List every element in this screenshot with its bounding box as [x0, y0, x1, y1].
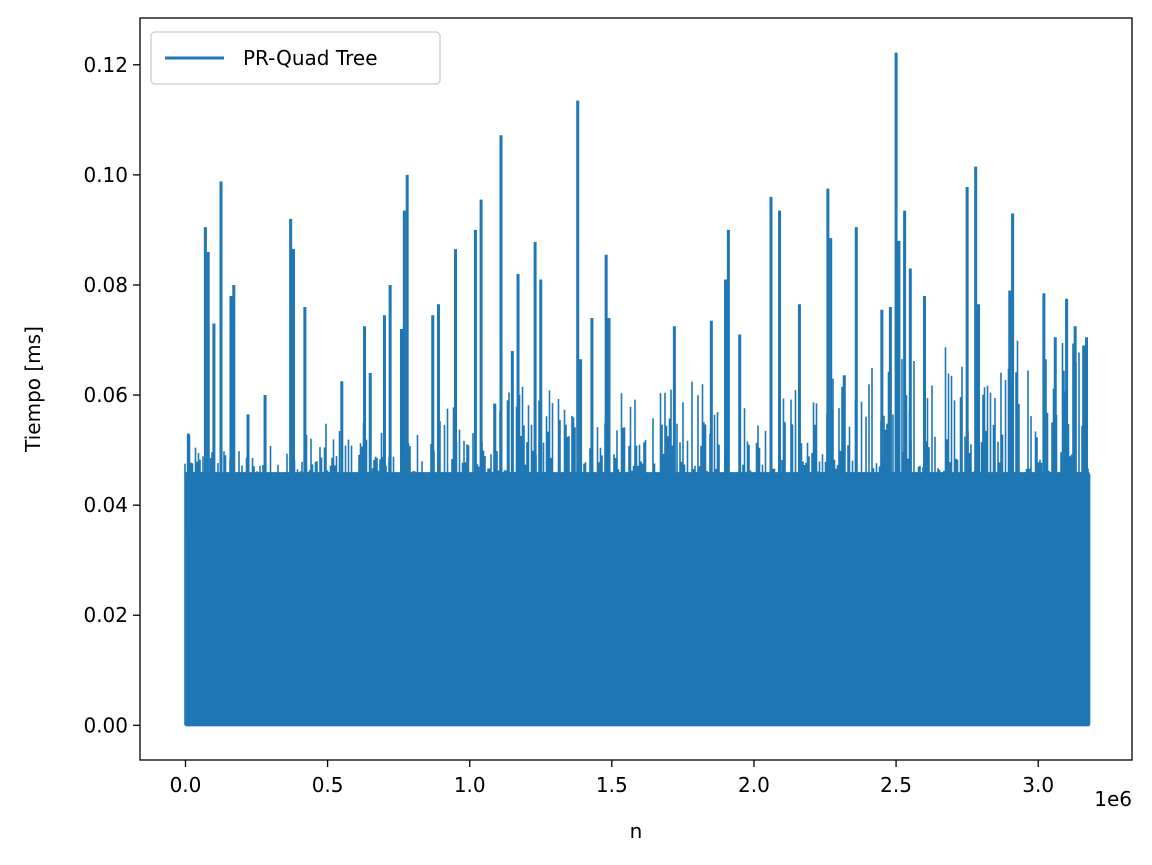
x-tick-label: 2.0: [738, 773, 770, 797]
legend-box: [150, 31, 441, 85]
legend: PR-Quad Tree: [150, 31, 441, 85]
series-layer: [184, 52, 1091, 727]
y-tick-label: 0.04: [83, 493, 128, 517]
legend-entry-label: PR-Quad Tree: [243, 46, 378, 70]
x-tick-label: 0.0: [170, 773, 202, 797]
y-tick-label: 0.02: [83, 603, 128, 627]
x-tick-label: 2.5: [880, 773, 912, 797]
x-axis-offset-text: 1e6: [1094, 787, 1132, 811]
x-tick-label: 0.5: [312, 773, 344, 797]
x-axis-label: n: [630, 819, 643, 843]
x-tick-label: 3.0: [1022, 773, 1054, 797]
y-tick-label: 0.06: [83, 383, 128, 407]
y-tick-label: 0.08: [83, 273, 128, 297]
plot-area-frame: [139, 17, 1133, 761]
y-tick-label: 0.12: [83, 53, 128, 77]
y-tick-label: 0.00: [83, 713, 128, 737]
x-axis-ticks: 0.0 0.5 1.0 1.5 2.0 2.5 3.0: [170, 760, 1054, 797]
y-axis-ticks: 0.00 0.02 0.04 0.06 0.08 0.10 0.12: [83, 53, 140, 737]
y-axis-label: Tiempo [ms]: [21, 326, 45, 453]
x-tick-label: 1.5: [596, 773, 628, 797]
x-tick-label: 1.0: [454, 773, 486, 797]
y-tick-label: 0.10: [83, 163, 128, 187]
